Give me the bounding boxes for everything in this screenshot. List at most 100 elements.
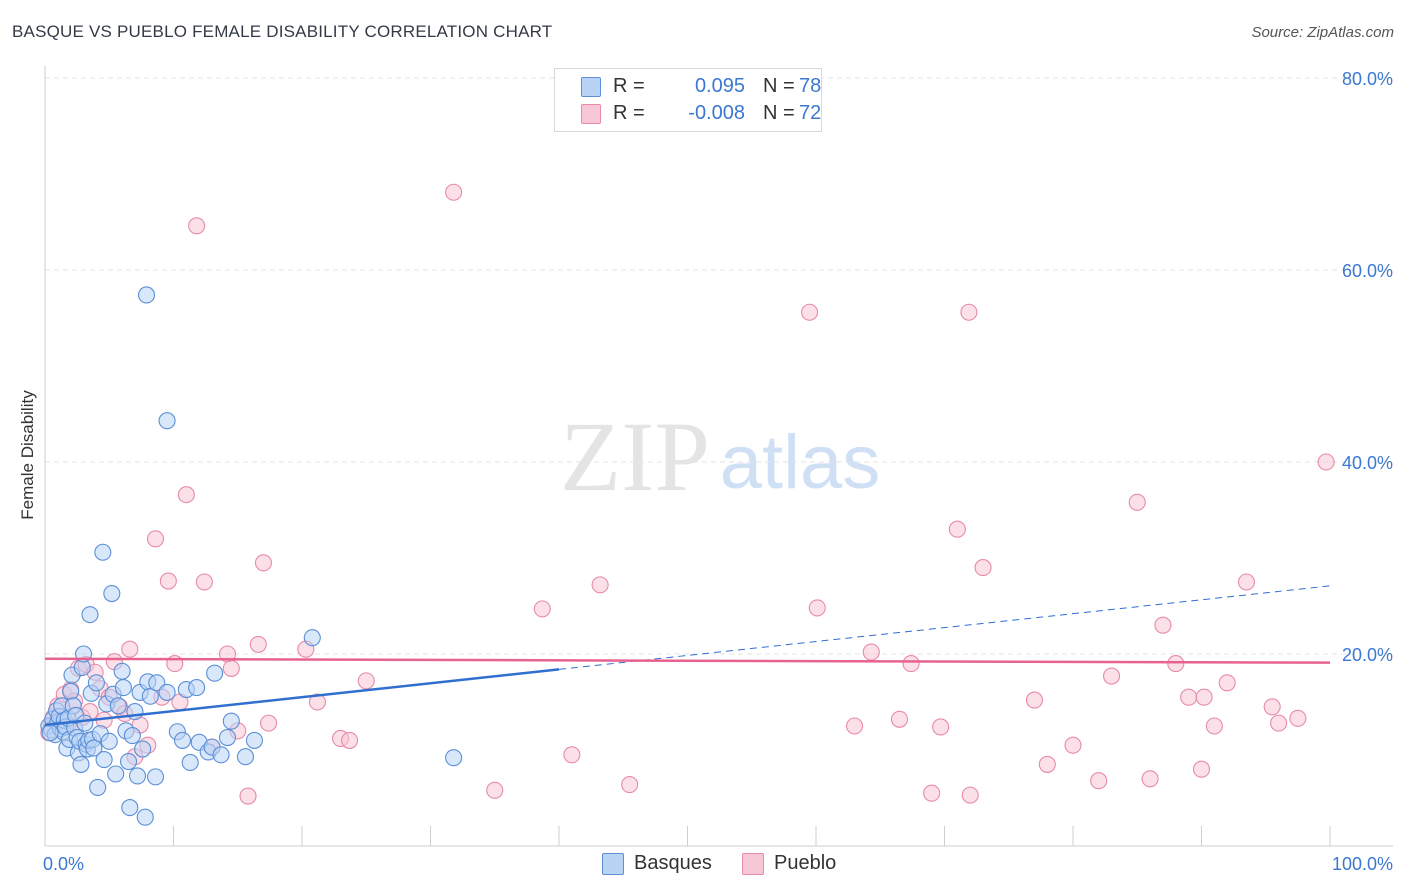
basques-point: [173, 731, 192, 749]
basques-point: [109, 697, 127, 715]
pueblo-legend-label: Pueblo: [774, 852, 837, 874]
pueblo-point: [1192, 760, 1211, 778]
pueblo-point: [961, 786, 979, 804]
basques-point: [87, 674, 105, 692]
legend-n-label: N =: [763, 102, 795, 124]
basques-point: [76, 714, 94, 732]
basques-point: [136, 808, 154, 826]
pueblo-point: [974, 559, 992, 577]
pueblo-point: [195, 573, 213, 591]
basques-point: [41, 724, 59, 742]
pueblo-point: [340, 731, 359, 749]
pueblo-point: [960, 303, 978, 321]
pueblo-point: [862, 643, 880, 661]
basques-point: [128, 767, 147, 785]
basques-point: [212, 746, 230, 764]
basques-point: [95, 751, 113, 769]
basques-point: [158, 683, 176, 701]
pueblo-point: [845, 717, 864, 735]
pueblo-point: [486, 781, 504, 799]
pueblo-point: [948, 520, 966, 538]
pueblo-point: [1141, 770, 1159, 788]
pueblo-point: [308, 693, 326, 711]
pueblo-point: [1289, 709, 1307, 727]
basques-point: [137, 286, 156, 304]
pueblo-point: [890, 710, 909, 728]
basques-point: [245, 731, 264, 749]
basques-legend-label: Basques: [634, 852, 712, 874]
pueblo-point: [902, 655, 920, 673]
basques-point: [81, 606, 99, 624]
pueblo-point: [563, 746, 581, 764]
basques-point: [134, 740, 152, 758]
pueblo-point: [1167, 655, 1185, 673]
basques-legend-swatch: [602, 853, 624, 875]
basques-point: [94, 543, 112, 561]
pueblo-point: [808, 599, 826, 617]
basques-point: [236, 748, 255, 766]
basques-point: [123, 727, 141, 745]
basques-point: [188, 679, 206, 697]
legend-n-value: 72: [799, 102, 822, 124]
basques-trend-line: [44, 668, 560, 727]
pueblo-point: [1025, 691, 1043, 709]
pueblo-legend-swatch: [742, 853, 764, 875]
pueblo-point: [121, 640, 139, 658]
pueblo-trend-line: [44, 657, 1331, 664]
basques-point: [119, 752, 138, 771]
legend-r-value: -0.008: [688, 102, 745, 124]
pueblo-point: [239, 787, 257, 805]
basques-point: [222, 712, 240, 730]
pueblo-point: [159, 572, 177, 590]
basques-point: [146, 768, 165, 786]
watermark-zip: ZIP: [560, 401, 710, 512]
legend-r-label: R =: [613, 102, 645, 124]
pueblo-point: [1317, 453, 1335, 471]
pueblo-point: [1064, 736, 1082, 754]
basques-trend-extension: [558, 585, 1331, 670]
basques-point: [85, 739, 103, 757]
pueblo-point: [1154, 616, 1172, 634]
pueblo-point: [1205, 717, 1223, 735]
correlation-legend: R = 0.095 N = 78 R = -0.008 N = 72: [554, 68, 822, 132]
basques-point: [158, 412, 176, 430]
y-tick-label: 20.0%: [1342, 645, 1393, 665]
pueblo-point: [1103, 667, 1121, 685]
pueblo-point: [923, 784, 941, 802]
pueblo-point: [1090, 772, 1108, 790]
pueblo-point: [1180, 688, 1198, 706]
pueblo-point: [177, 486, 195, 504]
pueblo-point: [254, 554, 273, 572]
basques-point: [445, 749, 463, 767]
basques-point: [100, 732, 118, 750]
basques-point: [113, 662, 131, 680]
x-tick-label: 100.0%: [1332, 854, 1393, 874]
pueblo-point: [260, 714, 278, 732]
pueblo-swatch: [581, 104, 601, 124]
pueblo-point: [249, 635, 267, 653]
basques-point: [89, 778, 107, 796]
basques-point: [303, 629, 321, 647]
pueblo-point: [932, 718, 950, 736]
pueblo-point: [591, 576, 609, 594]
y-tick-label: 40.0%: [1342, 453, 1393, 473]
pueblo-point: [1237, 573, 1256, 591]
basques-point: [181, 753, 199, 772]
pueblo-point: [445, 183, 463, 201]
pueblo-point: [621, 776, 639, 794]
pueblo-point: [146, 530, 165, 548]
pueblo-point: [533, 600, 551, 618]
basques-swatch: [581, 77, 601, 97]
chart-source: Source: ZipAtlas.com: [1251, 24, 1394, 41]
pueblo-point: [357, 672, 375, 690]
y-tick-label: 80.0%: [1342, 69, 1393, 89]
basques-point: [114, 679, 132, 697]
basques-point: [72, 755, 90, 773]
legend-r-label: R =: [613, 75, 645, 97]
series-legend: Basques Pueblo: [0, 852, 1406, 878]
basques-point: [62, 682, 80, 700]
pueblo-point: [801, 303, 819, 321]
legend-n-value: 78: [799, 75, 822, 97]
chart-title: BASQUE VS PUEBLO FEMALE DISABILITY CORRE…: [12, 22, 553, 41]
pueblo-point: [1218, 674, 1236, 692]
